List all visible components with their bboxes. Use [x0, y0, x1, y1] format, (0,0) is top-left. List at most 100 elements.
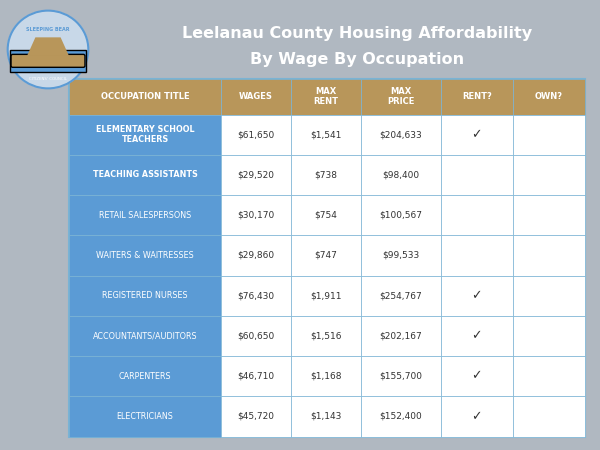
- FancyBboxPatch shape: [11, 54, 85, 68]
- FancyBboxPatch shape: [440, 195, 513, 235]
- FancyBboxPatch shape: [361, 155, 440, 195]
- Text: OCCUPATION TITLE: OCCUPATION TITLE: [101, 92, 190, 101]
- Text: ✓: ✓: [472, 369, 482, 382]
- Text: CITIZENS' COUNCIL: CITIZENS' COUNCIL: [29, 76, 67, 81]
- FancyBboxPatch shape: [221, 235, 291, 275]
- FancyBboxPatch shape: [440, 396, 513, 436]
- FancyBboxPatch shape: [221, 79, 291, 115]
- Polygon shape: [27, 37, 69, 56]
- FancyBboxPatch shape: [440, 79, 513, 115]
- FancyBboxPatch shape: [440, 275, 513, 316]
- Text: $60,650: $60,650: [238, 331, 275, 340]
- FancyBboxPatch shape: [440, 115, 513, 155]
- FancyBboxPatch shape: [513, 79, 585, 115]
- FancyBboxPatch shape: [291, 316, 361, 356]
- FancyBboxPatch shape: [513, 316, 585, 356]
- Text: MAX
RENT: MAX RENT: [313, 87, 338, 106]
- Text: REGISTERED NURSES: REGISTERED NURSES: [102, 291, 188, 300]
- FancyBboxPatch shape: [361, 115, 440, 155]
- Text: WAITERS & WAITRESSES: WAITERS & WAITRESSES: [96, 251, 194, 260]
- Text: $155,700: $155,700: [379, 372, 422, 381]
- Text: $29,860: $29,860: [238, 251, 275, 260]
- Text: $30,170: $30,170: [238, 211, 275, 220]
- Text: ELECTRICIANS: ELECTRICIANS: [116, 412, 173, 421]
- FancyBboxPatch shape: [221, 155, 291, 195]
- Text: ✓: ✓: [472, 329, 482, 342]
- Text: $98,400: $98,400: [382, 171, 419, 180]
- FancyBboxPatch shape: [69, 275, 221, 316]
- FancyBboxPatch shape: [291, 195, 361, 235]
- Text: $1,541: $1,541: [310, 130, 341, 139]
- FancyBboxPatch shape: [440, 356, 513, 396]
- FancyBboxPatch shape: [221, 115, 291, 155]
- Text: ✓: ✓: [472, 289, 482, 302]
- FancyBboxPatch shape: [513, 115, 585, 155]
- Text: TEACHING ASSISTANTS: TEACHING ASSISTANTS: [92, 171, 197, 180]
- Text: Leelanau County Housing Affordability: Leelanau County Housing Affordability: [182, 26, 532, 41]
- Circle shape: [8, 11, 88, 88]
- Text: $1,516: $1,516: [310, 331, 341, 340]
- FancyBboxPatch shape: [69, 356, 221, 396]
- FancyBboxPatch shape: [513, 195, 585, 235]
- Text: $754: $754: [314, 211, 337, 220]
- Text: $254,767: $254,767: [379, 291, 422, 300]
- Text: $29,520: $29,520: [238, 171, 275, 180]
- FancyBboxPatch shape: [361, 235, 440, 275]
- Text: $61,650: $61,650: [238, 130, 275, 139]
- FancyBboxPatch shape: [221, 316, 291, 356]
- FancyBboxPatch shape: [291, 396, 361, 436]
- FancyBboxPatch shape: [291, 79, 361, 115]
- FancyBboxPatch shape: [361, 275, 440, 316]
- Text: RETAIL SALESPERSONS: RETAIL SALESPERSONS: [99, 211, 191, 220]
- Text: MAX
PRICE: MAX PRICE: [387, 87, 414, 106]
- FancyBboxPatch shape: [69, 155, 221, 195]
- Text: $747: $747: [314, 251, 337, 260]
- FancyBboxPatch shape: [513, 356, 585, 396]
- Text: $46,710: $46,710: [238, 372, 275, 381]
- FancyBboxPatch shape: [69, 115, 221, 155]
- FancyBboxPatch shape: [69, 396, 221, 436]
- FancyBboxPatch shape: [69, 79, 585, 436]
- Text: $100,567: $100,567: [379, 211, 422, 220]
- Text: $1,143: $1,143: [310, 412, 341, 421]
- FancyBboxPatch shape: [221, 275, 291, 316]
- Text: By Wage By Occupation: By Wage By Occupation: [250, 52, 464, 68]
- FancyBboxPatch shape: [69, 235, 221, 275]
- FancyBboxPatch shape: [513, 155, 585, 195]
- FancyBboxPatch shape: [361, 316, 440, 356]
- FancyBboxPatch shape: [291, 275, 361, 316]
- Text: ACCOUNTANTS/AUDITORS: ACCOUNTANTS/AUDITORS: [93, 331, 197, 340]
- FancyBboxPatch shape: [69, 316, 221, 356]
- Text: $1,911: $1,911: [310, 291, 341, 300]
- FancyBboxPatch shape: [513, 396, 585, 436]
- FancyBboxPatch shape: [69, 79, 221, 115]
- Text: $738: $738: [314, 171, 337, 180]
- FancyBboxPatch shape: [291, 115, 361, 155]
- Text: ELEMENTARY SCHOOL
TEACHERS: ELEMENTARY SCHOOL TEACHERS: [96, 125, 194, 144]
- FancyBboxPatch shape: [69, 195, 221, 235]
- Text: $204,633: $204,633: [379, 130, 422, 139]
- FancyBboxPatch shape: [221, 396, 291, 436]
- Text: $1,168: $1,168: [310, 372, 341, 381]
- Text: $202,167: $202,167: [379, 331, 422, 340]
- Text: RENT?: RENT?: [462, 92, 491, 101]
- Text: $76,430: $76,430: [238, 291, 275, 300]
- FancyBboxPatch shape: [513, 235, 585, 275]
- Text: ✓: ✓: [472, 410, 482, 423]
- Text: $45,720: $45,720: [238, 412, 275, 421]
- FancyBboxPatch shape: [291, 155, 361, 195]
- FancyBboxPatch shape: [10, 50, 86, 72]
- FancyBboxPatch shape: [221, 356, 291, 396]
- FancyBboxPatch shape: [440, 155, 513, 195]
- FancyBboxPatch shape: [513, 275, 585, 316]
- FancyBboxPatch shape: [440, 316, 513, 356]
- Text: ✓: ✓: [472, 128, 482, 141]
- Text: $99,533: $99,533: [382, 251, 419, 260]
- Text: WAGES: WAGES: [239, 92, 273, 101]
- Text: SLEEPING BEAR: SLEEPING BEAR: [26, 27, 70, 32]
- Text: CARPENTERS: CARPENTERS: [119, 372, 172, 381]
- FancyBboxPatch shape: [440, 235, 513, 275]
- Text: OWN?: OWN?: [535, 92, 563, 101]
- FancyBboxPatch shape: [221, 195, 291, 235]
- FancyBboxPatch shape: [361, 396, 440, 436]
